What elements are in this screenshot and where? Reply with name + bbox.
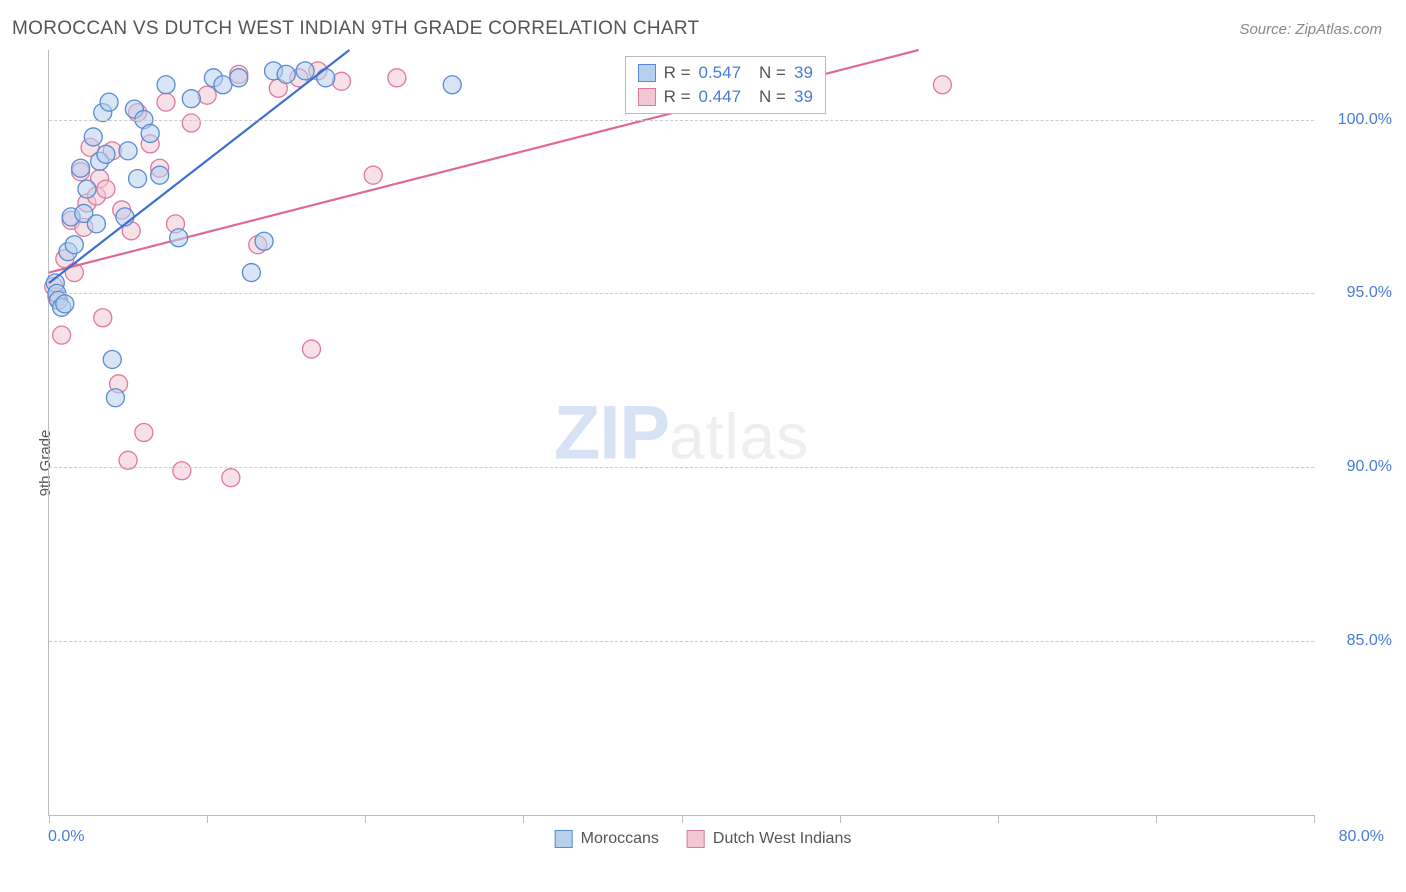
legend-bottom: Moroccans Dutch West Indians [555, 830, 852, 848]
scatter-point [119, 142, 137, 160]
scatter-point [317, 69, 335, 87]
x-tick [49, 815, 50, 823]
scatter-point [151, 166, 169, 184]
r-value-moroccans: 0.547 [699, 63, 742, 83]
scatter-point [364, 166, 382, 184]
scatter-point [157, 76, 175, 94]
scatter-point [170, 229, 188, 247]
r-label: R = [664, 87, 691, 107]
legend-swatch-icon [638, 64, 656, 82]
x-axis-label-max: 80.0% [1339, 828, 1384, 846]
gridline [49, 467, 1314, 468]
correlation-row-dutch: R = 0.447 N = 39 [626, 85, 825, 109]
scatter-point [296, 62, 314, 80]
gridline [49, 641, 1314, 642]
legend-item-moroccans: Moroccans [555, 830, 659, 848]
scatter-point [65, 236, 83, 254]
scatter-point [388, 69, 406, 87]
correlation-row-moroccans: R = 0.547 N = 39 [626, 61, 825, 85]
legend-item-dutch: Dutch West Indians [687, 830, 851, 848]
scatter-point [333, 72, 351, 90]
legend-label-dutch: Dutch West Indians [713, 830, 851, 848]
legend-swatch-icon [638, 88, 656, 106]
x-tick [1314, 815, 1315, 823]
legend-label-moroccans: Moroccans [581, 830, 659, 848]
scatter-point [182, 90, 200, 108]
scatter-point [157, 93, 175, 111]
x-tick [207, 815, 208, 823]
scatter-point [933, 76, 951, 94]
scatter-point [135, 424, 153, 442]
chart-title: MOROCCAN VS DUTCH WEST INDIAN 9TH GRADE … [12, 18, 699, 40]
scatter-point [141, 124, 159, 142]
y-tick-label: 100.0% [1338, 111, 1392, 129]
scatter-point [230, 69, 248, 87]
scatter-point [84, 128, 102, 146]
n-value-dutch: 39 [794, 87, 813, 107]
gridline [49, 293, 1314, 294]
gridline [49, 120, 1314, 121]
source-attribution: Source: ZipAtlas.com [1239, 21, 1382, 38]
x-axis-label-min: 0.0% [48, 828, 84, 846]
n-label: N = [759, 87, 786, 107]
scatter-point [94, 309, 112, 327]
r-value-dutch: 0.447 [699, 87, 742, 107]
scatter-point [87, 215, 105, 233]
scatter-point [277, 65, 295, 83]
scatter-point [56, 295, 74, 313]
scatter-point [100, 93, 118, 111]
n-value-moroccans: 39 [794, 63, 813, 83]
scatter-point [129, 170, 147, 188]
x-tick [682, 815, 683, 823]
x-tick [998, 815, 999, 823]
correlation-legend: R = 0.547 N = 39 R = 0.447 N = 39 [625, 56, 826, 114]
scatter-point [242, 264, 260, 282]
scatter-point [97, 145, 115, 163]
legend-swatch-icon [555, 830, 573, 848]
scatter-point [255, 232, 273, 250]
scatter-point [443, 76, 461, 94]
scatter-point [72, 159, 90, 177]
legend-swatch-icon [687, 830, 705, 848]
scatter-point [97, 180, 115, 198]
scatter-point [53, 326, 71, 344]
y-tick-label: 95.0% [1347, 284, 1392, 302]
x-tick [1156, 815, 1157, 823]
y-tick-label: 85.0% [1347, 632, 1392, 650]
n-label: N = [759, 63, 786, 83]
y-tick-label: 90.0% [1347, 458, 1392, 476]
scatter-point [198, 86, 216, 104]
chart-area: 9th Grade ZIPatlas R = 0.547 N = 39 R = … [12, 50, 1394, 876]
chart-svg [49, 50, 1314, 815]
x-tick [840, 815, 841, 823]
scatter-point [78, 180, 96, 198]
scatter-point [173, 462, 191, 480]
scatter-point [103, 350, 121, 368]
x-tick [365, 815, 366, 823]
scatter-point [302, 340, 320, 358]
scatter-point [182, 114, 200, 132]
plot-region: ZIPatlas R = 0.547 N = 39 R = 0.447 N = … [48, 50, 1314, 816]
r-label: R = [664, 63, 691, 83]
scatter-point [106, 389, 124, 407]
x-tick [523, 815, 524, 823]
scatter-point [222, 469, 240, 487]
